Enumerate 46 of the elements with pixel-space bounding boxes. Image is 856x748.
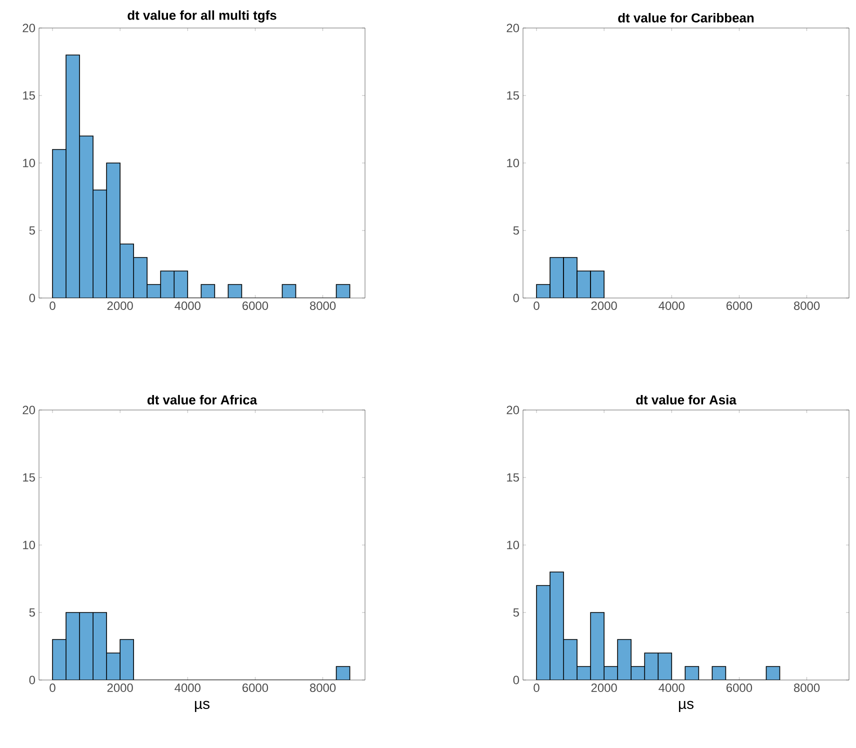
y-tick-label: 5 xyxy=(513,608,519,617)
y-tick-label: 10 xyxy=(507,540,520,550)
x-tick-label: 6000 xyxy=(726,302,752,310)
y-tick-label: 10 xyxy=(23,158,36,168)
x-tick-label: 6000 xyxy=(726,684,752,692)
y-tick-label: 10 xyxy=(507,158,520,168)
x-tick-label: 2000 xyxy=(107,684,133,692)
x-tick-label: 6000 xyxy=(242,302,268,310)
y-tick-label: 20 xyxy=(22,406,36,414)
x-tick-label: 2000 xyxy=(591,684,617,692)
y-tick-label: 15 xyxy=(507,91,519,100)
chart-title: dt value for all multi tgfs xyxy=(128,10,276,22)
x-tick-label: 0 xyxy=(534,684,540,692)
y-tick-label: 20 xyxy=(506,406,520,414)
y-tick-label: 0 xyxy=(29,676,36,684)
x-tick-label: 4000 xyxy=(658,302,684,310)
x-axis-title: µs xyxy=(678,700,694,712)
x-tick-label: 2000 xyxy=(591,302,617,310)
y-tick-label: 20 xyxy=(22,24,36,32)
y-tick-label: 0 xyxy=(513,294,520,302)
y-tick-label: 5 xyxy=(29,226,35,235)
x-tick-label: 4000 xyxy=(658,684,684,692)
y-tick-label: 0 xyxy=(513,676,520,684)
chart-title: dt value for Asia xyxy=(636,394,736,404)
chart-title: dt value for Africa xyxy=(147,394,258,404)
x-tick-label: 4000 xyxy=(174,684,200,692)
x-tick-label: 0 xyxy=(50,302,56,310)
x-tick-label: 8000 xyxy=(794,302,820,310)
x-tick-label: 4000 xyxy=(174,302,200,310)
x-tick-label: 8000 xyxy=(310,684,336,692)
y-tick-label: 5 xyxy=(513,226,519,235)
y-tick-label: 10 xyxy=(23,540,36,550)
x-tick-label: 8000 xyxy=(310,302,336,310)
y-tick-label: 15 xyxy=(507,473,519,482)
chart-title: dt value for Caribbean xyxy=(618,12,754,22)
x-axis-title: µs xyxy=(194,700,210,712)
x-tick-label: 0 xyxy=(50,684,56,692)
y-tick-label: 0 xyxy=(29,294,36,302)
x-tick-label: 2000 xyxy=(107,302,133,310)
x-tick-label: 8000 xyxy=(794,684,820,692)
x-tick-label: 0 xyxy=(534,302,540,310)
y-tick-label: 15 xyxy=(23,473,35,482)
y-tick-label: 15 xyxy=(23,91,35,100)
y-tick-label: 20 xyxy=(506,24,520,32)
y-tick-label: 5 xyxy=(29,608,35,617)
x-tick-label: 6000 xyxy=(242,684,268,692)
